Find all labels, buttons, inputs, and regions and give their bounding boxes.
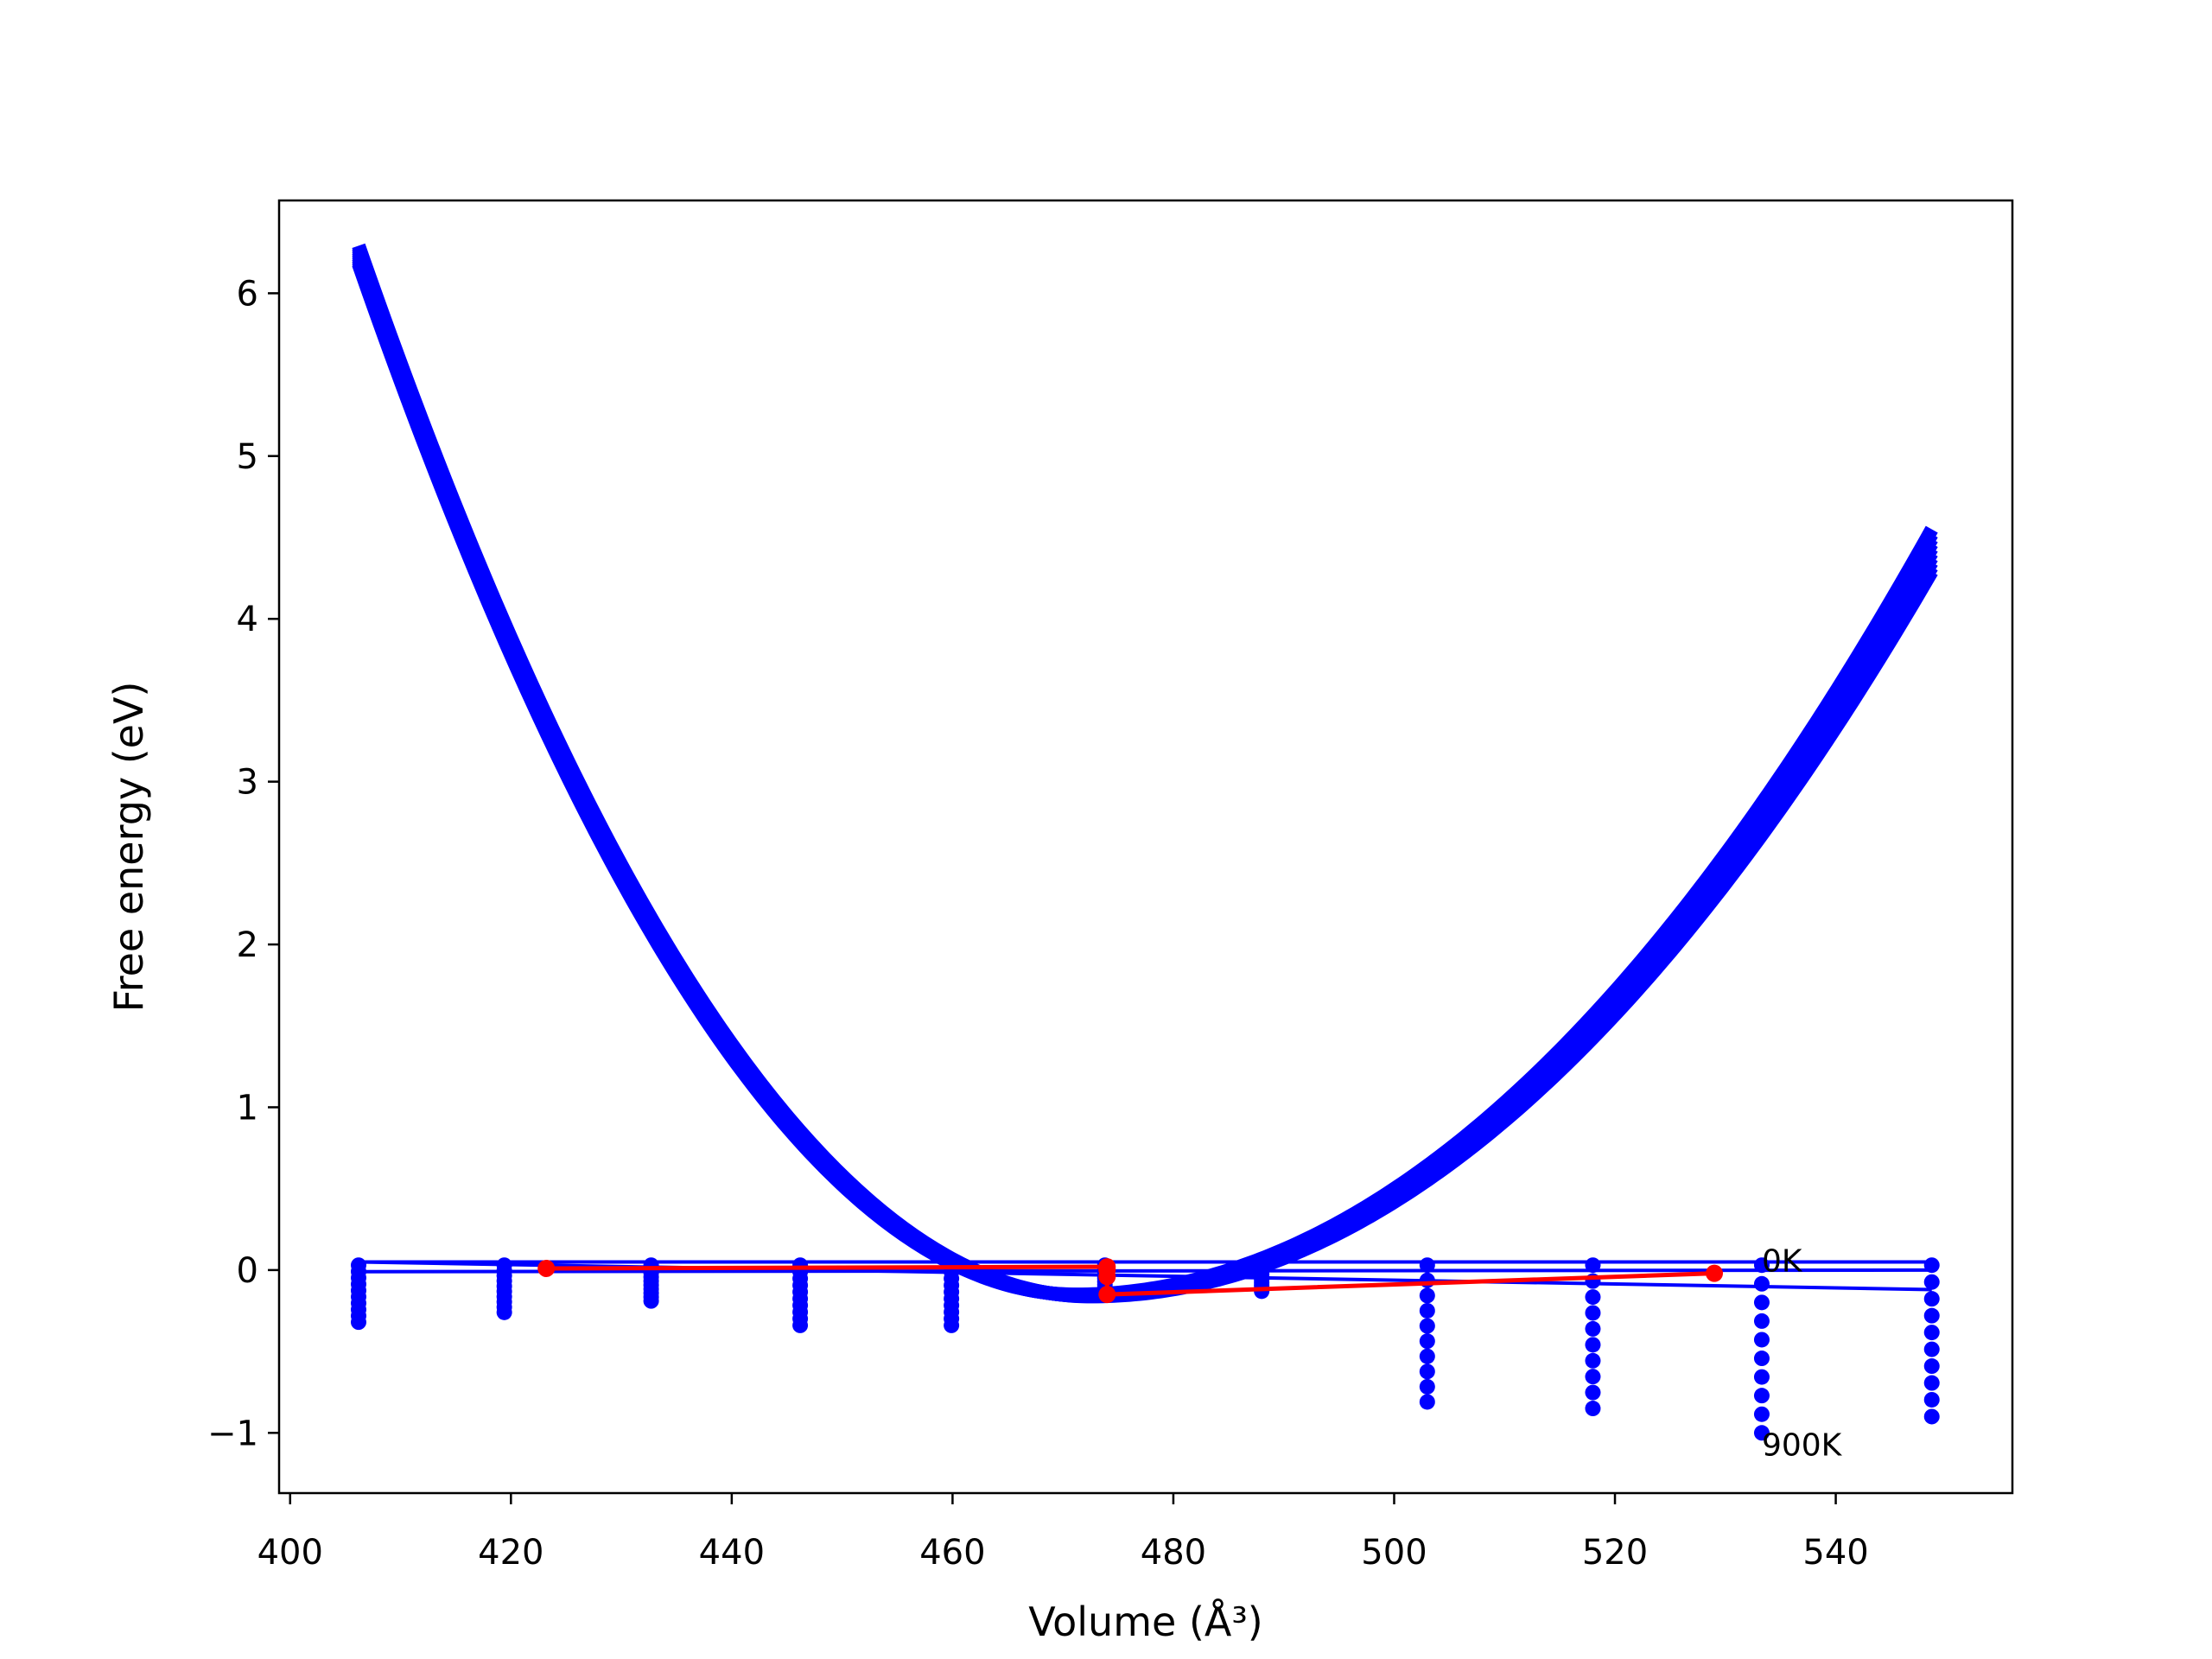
data-point [1753,1369,1770,1385]
x-tick-label: 480 [1141,1533,1206,1573]
data-point [1923,1257,1940,1274]
x-tick-label: 540 [1802,1533,1868,1573]
y-tick-label: 3 [237,763,258,803]
data-point [1923,1341,1940,1357]
data-point [643,1293,659,1309]
data-point [1419,1302,1435,1319]
y-tick-label: 1 [237,1088,258,1128]
data-point [1923,1325,1940,1341]
data-point [1585,1257,1601,1274]
data-point [1585,1352,1601,1369]
annotation-label: 0K [1762,1244,1803,1280]
x-tick-label: 500 [1361,1533,1427,1573]
equilibrium-point [1098,1286,1116,1304]
data-point [496,1304,512,1320]
data-point [1753,1257,1770,1274]
data-point [1585,1337,1601,1353]
equilibrium-point [537,1259,556,1277]
isotherm-line-1 [358,1268,1932,1274]
x-tick-label: 420 [478,1533,543,1573]
data-point [1753,1425,1770,1441]
data-point [1585,1401,1601,1417]
y-tick-label: 2 [237,925,258,965]
x-tick-label: 520 [1582,1533,1648,1573]
x-tick-label: 440 [699,1533,765,1573]
data-point [1923,1358,1940,1375]
y-tick-label: −1 [207,1414,258,1453]
x-tick-label: 460 [919,1533,985,1573]
equilibrium-point [1098,1268,1116,1286]
y-tick-label: 5 [237,437,258,477]
data-point [1923,1307,1940,1324]
y-axis-ticks: −1 0 1 2 3 4 5 6 [207,274,279,1453]
data-point [1419,1272,1435,1288]
data-point [1419,1394,1435,1410]
data-point [1419,1318,1435,1334]
x-axis-label: Volume (Å³) [1028,1599,1263,1645]
data-point [1585,1289,1601,1306]
annotation-label: 900K [1762,1427,1843,1463]
y-tick-label: 0 [237,1251,258,1291]
plot-content [350,243,1940,1441]
data-point [1753,1275,1770,1292]
data-point [1923,1291,1940,1307]
y-tick-label: 6 [237,274,258,314]
data-point [1753,1332,1770,1348]
data-point [1753,1388,1770,1404]
data-point [1419,1378,1435,1395]
data-point [1753,1313,1770,1329]
equilibrium-point [1706,1264,1724,1282]
data-point [944,1317,960,1333]
y-axis-label: Free energy (eV) [105,682,152,1013]
data-point [1419,1348,1435,1364]
y-tick-label: 4 [237,600,258,639]
data-point [1753,1406,1770,1422]
data-point [1585,1305,1601,1321]
data-point [1419,1287,1435,1304]
data-point [1419,1333,1435,1350]
data-point [1585,1384,1601,1401]
data-point [1585,1369,1601,1385]
x-tick-label: 400 [257,1533,323,1573]
data-point [1923,1391,1940,1408]
data-point [792,1317,809,1333]
data-point [1753,1294,1770,1311]
annotations: 0K 900K [1762,1244,1843,1464]
data-point [350,1314,366,1331]
x-axis-ticks: 400 420 440 460 480 500 520 540 [257,1493,1869,1573]
data-point [1419,1257,1435,1274]
data-point [1923,1375,1940,1391]
data-point [1585,1320,1601,1337]
data-point [1419,1363,1435,1380]
data-point [1753,1351,1770,1367]
plot-frame [277,199,2014,1495]
data-point [1923,1274,1940,1290]
data-point [1923,1408,1940,1425]
